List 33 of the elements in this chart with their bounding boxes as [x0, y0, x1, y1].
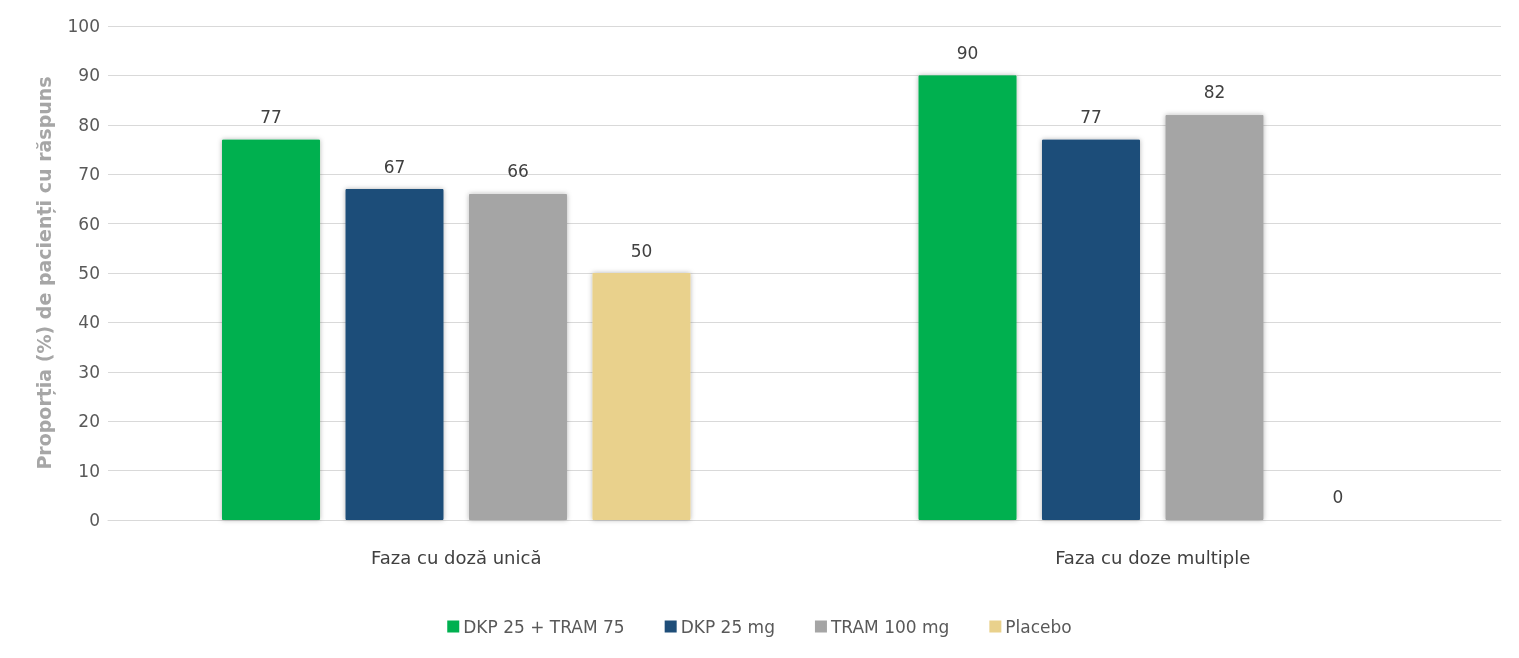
y-tick-label: 50	[78, 263, 100, 283]
data-label: 67	[383, 156, 406, 177]
x-tick-label: Faza cu doze multiple	[1055, 546, 1251, 568]
y-axis-title: Proporția (%) de pacienți cu răspuns	[32, 76, 56, 470]
y-tick-label: 0	[89, 510, 100, 530]
legend-label: Placebo	[1005, 616, 1072, 637]
data-label: 77	[260, 107, 282, 128]
legend-label: DKP 25 + TRAM 75	[463, 616, 625, 637]
x-tick-label: Faza cu doză unică	[371, 546, 542, 568]
y-tick-label: 10	[78, 460, 100, 481]
legend-label: DKP 25 mg	[680, 616, 775, 637]
y-tick-label: 100	[67, 16, 100, 36]
y-tick-label: 90	[78, 65, 100, 86]
data-label: 77	[1080, 107, 1102, 128]
data-label: 66	[507, 161, 529, 182]
y-tick-label: 60	[78, 213, 100, 234]
bar	[1165, 114, 1264, 520]
bar	[1042, 139, 1141, 520]
bar	[918, 75, 1017, 520]
bar	[468, 193, 567, 520]
y-tick-label: 20	[78, 411, 100, 432]
legend-label: TRAM 100 mg	[829, 616, 950, 637]
bar	[345, 189, 444, 520]
bar	[592, 273, 691, 520]
data-label: 82	[1203, 82, 1226, 103]
y-tick-label: 40	[78, 312, 100, 333]
y-tick-label: 30	[78, 361, 100, 382]
data-label: 0	[1332, 487, 1344, 507]
data-label: 50	[630, 240, 653, 261]
y-tick-label: 70	[78, 164, 100, 185]
data-label: 90	[956, 42, 979, 63]
bar	[222, 139, 321, 520]
y-tick-label: 80	[78, 114, 100, 135]
